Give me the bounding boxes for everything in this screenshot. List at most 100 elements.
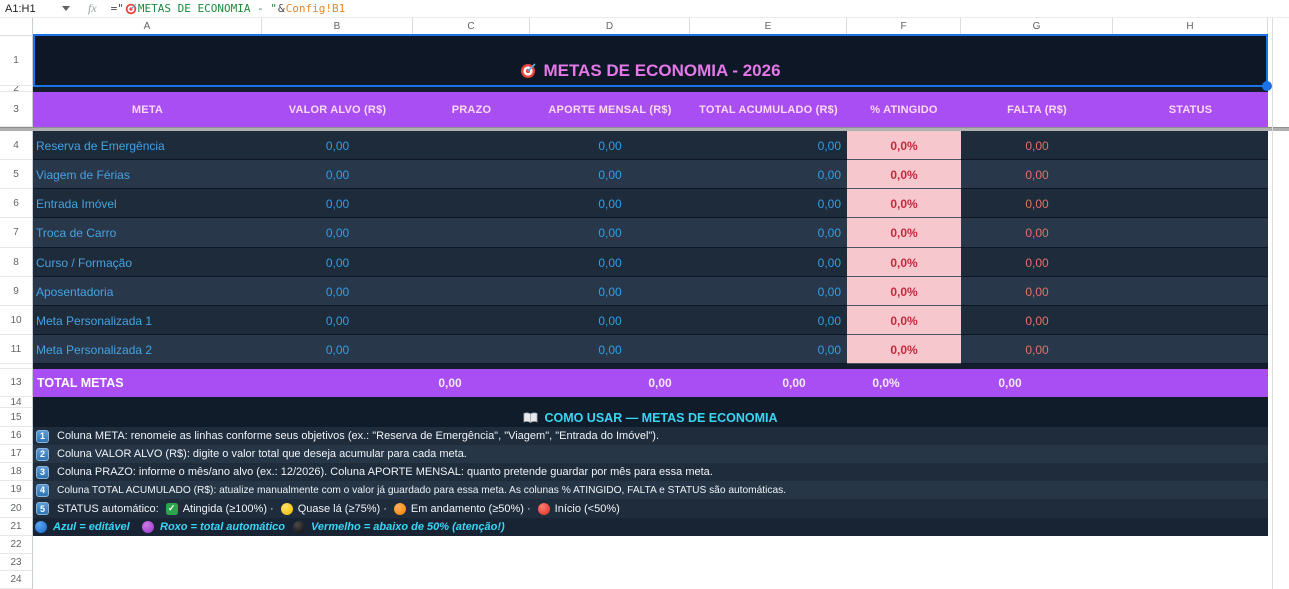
cell-falta[interactable]: 0,00	[1025, 196, 1049, 211]
cell-pct-atingido[interactable]: 0,0%	[847, 248, 961, 277]
instruction-row-2[interactable]: 2 Coluna VALOR ALVO (R$): digite o valor…	[33, 445, 1268, 463]
cell-aporte-mensal[interactable]: 0,00	[598, 313, 622, 328]
cell-meta[interactable]: Aposentadoria	[36, 284, 114, 299]
row-header-9[interactable]: 9	[0, 277, 33, 306]
name-box-dropdown-icon[interactable]	[62, 6, 70, 11]
legend-row[interactable]: Azul = editável Roxo = total automático …	[33, 518, 1268, 536]
row-header-6[interactable]: 6	[0, 189, 33, 218]
row-header-15[interactable]: 15	[0, 408, 33, 427]
cell-valor-alvo[interactable]: 0,00	[325, 284, 350, 299]
cell-aporte-mensal[interactable]: 0,00	[598, 284, 622, 299]
row-header-21[interactable]: 21	[0, 518, 33, 536]
cell-total-acumulado[interactable]: 0,00	[817, 138, 841, 153]
cell-pct-atingido[interactable]: 0,0%	[847, 306, 961, 335]
row-header-8[interactable]: 8	[0, 248, 33, 277]
cell-meta[interactable]: Viagem de Férias	[36, 167, 130, 182]
cell-meta[interactable]: Curso / Formação	[36, 255, 133, 270]
cell-valor-alvo[interactable]: 0,00	[325, 226, 350, 240]
cell-falta[interactable]: 0,00	[1025, 313, 1049, 328]
cell-status[interactable]	[1113, 160, 1268, 189]
select-all-corner[interactable]	[0, 18, 33, 36]
cell-meta[interactable]: Reserva de Emergência	[36, 138, 165, 153]
cell-pct-atingido[interactable]: 0,0%	[847, 277, 961, 306]
cell-aporte-mensal[interactable]: 0,00	[598, 196, 622, 211]
cell-prazo[interactable]	[413, 248, 530, 277]
cell-falta[interactable]: 0,00	[1025, 226, 1049, 240]
cell-status[interactable]	[1113, 189, 1268, 218]
cell-pct-atingido[interactable]: 0,0%	[847, 160, 961, 189]
row-header-24[interactable]: 24	[0, 571, 33, 589]
frozen-pane-divider[interactable]	[0, 127, 1289, 131]
cell-aporte-mensal[interactable]: 0,00	[598, 167, 622, 182]
cell-prazo[interactable]	[413, 306, 530, 335]
cell-status[interactable]	[1113, 335, 1268, 364]
cell-aporte-mensal[interactable]: 0,00	[598, 342, 622, 357]
cell-falta[interactable]: 0,00	[1025, 138, 1049, 153]
cell-total-acumulado[interactable]: 0,00	[817, 255, 841, 270]
row-header-13[interactable]: 13	[0, 369, 33, 397]
table-row[interactable]: Entrada Imóvel 0,00 0,00 0,00 0,0% 0,00	[33, 189, 1268, 218]
row-header-19[interactable]: 19	[0, 481, 33, 499]
cell-prazo[interactable]	[413, 189, 530, 218]
row-header-3[interactable]: 3	[0, 92, 33, 127]
cell-meta[interactable]: Meta Personalizada 1	[36, 313, 153, 328]
cell-prazo[interactable]	[413, 277, 530, 306]
row-header-18[interactable]: 18	[0, 463, 33, 481]
cell-valor-alvo[interactable]: 0,00	[325, 167, 350, 182]
formula-input[interactable]: =" METAS DE ECONOMIA - " & Config!B1	[111, 2, 346, 15]
total-valor-alvo[interactable]: 0,00	[438, 376, 462, 390]
row-header-12[interactable]	[0, 364, 33, 369]
cell-falta[interactable]: 0,00	[1025, 342, 1049, 357]
cell-valor-alvo[interactable]: 0,00	[325, 138, 350, 153]
row-header-7[interactable]: 7	[0, 218, 33, 248]
header-valor-alvo[interactable]: VALOR ALVO (R$)	[288, 103, 387, 116]
table-row[interactable]: Troca de Carro 0,00 0,00 0,00 0,0% 0,00	[33, 218, 1268, 248]
howto-title-row[interactable]: COMO USAR — METAS DE ECONOMIA	[33, 408, 1268, 427]
cell-falta[interactable]: 0,00	[1025, 284, 1049, 299]
cell-valor-alvo[interactable]: 0,00	[325, 313, 350, 328]
cell-prazo[interactable]	[413, 160, 530, 189]
cell-meta[interactable]: Troca de Carro	[36, 226, 117, 240]
cell-pct-atingido[interactable]: 0,0%	[847, 335, 961, 364]
row-header-22[interactable]: 22	[0, 536, 33, 554]
cell-meta[interactable]: Entrada Imóvel	[36, 196, 117, 211]
cell-valor-alvo[interactable]: 0,00	[325, 342, 350, 357]
row-header-4[interactable]: 4	[0, 131, 33, 160]
cell-falta[interactable]: 0,00	[1025, 255, 1049, 270]
header-falta[interactable]: FALTA (R$)	[1007, 103, 1067, 116]
total-falta[interactable]: 0,00	[998, 376, 1022, 390]
instruction-row-4[interactable]: 4 Coluna TOTAL ACUMULADO (R$): atualize …	[33, 481, 1268, 499]
row-header-11[interactable]: 11	[0, 335, 33, 364]
cell-falta[interactable]: 0,00	[1025, 167, 1049, 182]
total-aporte-mensal[interactable]: 0,00	[648, 376, 672, 390]
cell-valor-alvo[interactable]: 0,00	[325, 196, 350, 211]
total-total-acumulado[interactable]: 0,00	[782, 376, 806, 390]
cell-prazo[interactable]	[413, 131, 530, 160]
table-row[interactable]: Meta Personalizada 1 0,00 0,00 0,00 0,0%…	[33, 306, 1268, 335]
table-row[interactable]: Reserva de Emergência 0,00 0,00 0,00 0,0…	[33, 131, 1268, 160]
cell-prazo[interactable]	[413, 335, 530, 364]
row-header-20[interactable]: 20	[0, 499, 33, 518]
header-prazo[interactable]: PRAZO	[451, 103, 492, 116]
cell-aporte-mensal[interactable]: 0,00	[598, 255, 622, 270]
cell-total-acumulado[interactable]: 0,00	[817, 342, 841, 357]
instruction-row-3[interactable]: 3 Coluna PRAZO: informe o mês/ano alvo (…	[33, 463, 1268, 481]
cell-aporte-mensal[interactable]: 0,00	[598, 226, 622, 240]
total-pct-atingido[interactable]: 0,0%	[872, 376, 900, 390]
sheet-title-row[interactable]: METAS DE ECONOMIA - 2026	[33, 36, 1268, 86]
row-header-1[interactable]: 1	[0, 36, 33, 86]
row-header-10[interactable]: 10	[0, 306, 33, 335]
row-header-14[interactable]: 14	[0, 397, 33, 408]
table-header-row[interactable]: META VALOR ALVO (R$) PRAZO APORTE MENSAL…	[33, 92, 1268, 127]
cell-status[interactable]	[1113, 306, 1268, 335]
selection-fill-handle[interactable]	[1262, 81, 1272, 91]
instruction-row-1[interactable]: 1 Coluna META: renomeie as linhas confor…	[33, 427, 1268, 445]
cell-status[interactable]	[1113, 131, 1268, 160]
cell-status[interactable]	[1113, 218, 1268, 248]
cell-prazo[interactable]	[413, 218, 530, 248]
header-status[interactable]: STATUS	[1168, 103, 1213, 116]
row-header-5[interactable]: 5	[0, 160, 33, 189]
header-pct-atingido[interactable]: % ATINGIDO	[870, 103, 938, 116]
header-meta[interactable]: META	[131, 103, 164, 116]
row-header-23[interactable]: 23	[0, 554, 33, 571]
